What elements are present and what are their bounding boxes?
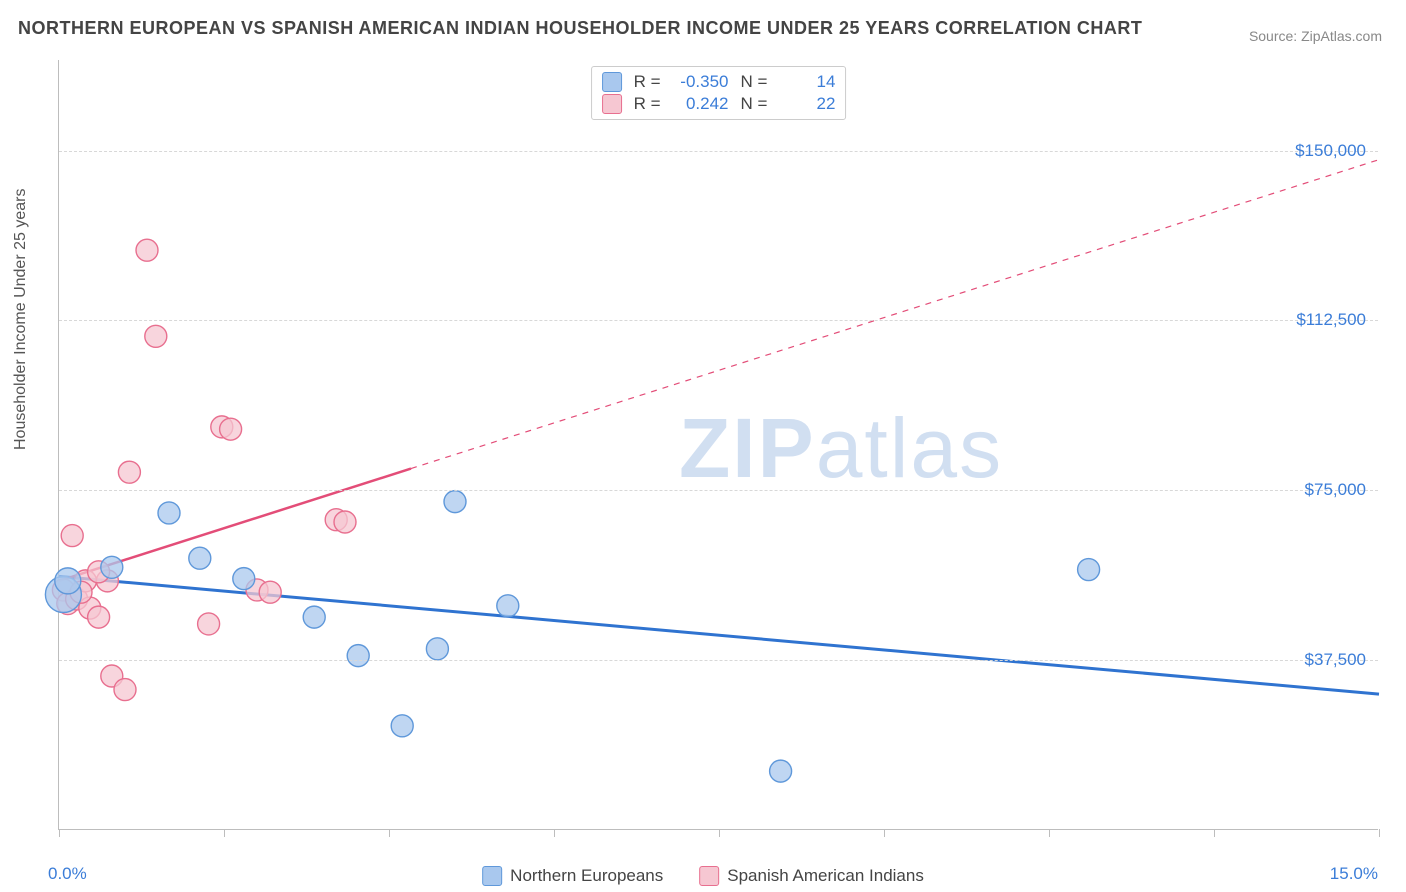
series-swatch-1	[699, 866, 719, 886]
series-legend-row-1: Spanish American Indians	[699, 866, 924, 886]
x-axis-min-label: 0.0%	[48, 864, 87, 884]
series-name-1: Spanish American Indians	[727, 866, 924, 886]
correlation-legend-row-1: R = 0.242 N = 22	[602, 93, 836, 115]
r-label: R =	[634, 72, 661, 92]
n-label: N =	[741, 72, 768, 92]
chart-title: NORTHERN EUROPEAN VS SPANISH AMERICAN IN…	[18, 18, 1142, 39]
series-legend-row-0: Northern Europeans	[482, 866, 663, 886]
n-value-0: 14	[779, 72, 835, 92]
y-tick-label: $112,500	[1296, 310, 1366, 330]
r-label: R =	[634, 94, 661, 114]
gridline	[59, 490, 1378, 491]
x-tick	[1379, 829, 1380, 837]
legend-swatch-0	[602, 72, 622, 92]
gridline	[59, 660, 1378, 661]
correlation-legend-row-0: R = -0.350 N = 14	[602, 71, 836, 93]
x-tick	[719, 829, 720, 837]
x-tick	[389, 829, 390, 837]
x-tick	[554, 829, 555, 837]
y-axis-label: Householder Income Under 25 years	[12, 189, 30, 450]
x-tick	[224, 829, 225, 837]
series-swatch-0	[482, 866, 502, 886]
source-label: Source: ZipAtlas.com	[1249, 28, 1382, 44]
x-tick	[1214, 829, 1215, 837]
gridline	[59, 151, 1378, 152]
n-label: N =	[741, 94, 768, 114]
correlation-legend: R = -0.350 N = 14 R = 0.242 N = 22	[591, 66, 847, 120]
x-tick	[884, 829, 885, 837]
plot-area: ZIPatlas R = -0.350 N = 14 R = 0.242 N =…	[58, 60, 1378, 830]
x-axis-max-label: 15.0%	[1330, 864, 1378, 884]
y-tick-label: $150,000	[1295, 141, 1366, 161]
gridline	[59, 320, 1378, 321]
x-tick	[59, 829, 60, 837]
legend-swatch-1	[602, 94, 622, 114]
chart-svg	[59, 60, 1378, 829]
n-value-1: 22	[779, 94, 835, 114]
r-value-0: -0.350	[673, 72, 729, 92]
y-tick-label: $37,500	[1305, 650, 1366, 670]
x-tick	[1049, 829, 1050, 837]
series-legend: Northern Europeans Spanish American Indi…	[482, 866, 924, 886]
r-value-1: 0.242	[673, 94, 729, 114]
series-name-0: Northern Europeans	[510, 866, 663, 886]
y-tick-label: $75,000	[1305, 480, 1366, 500]
